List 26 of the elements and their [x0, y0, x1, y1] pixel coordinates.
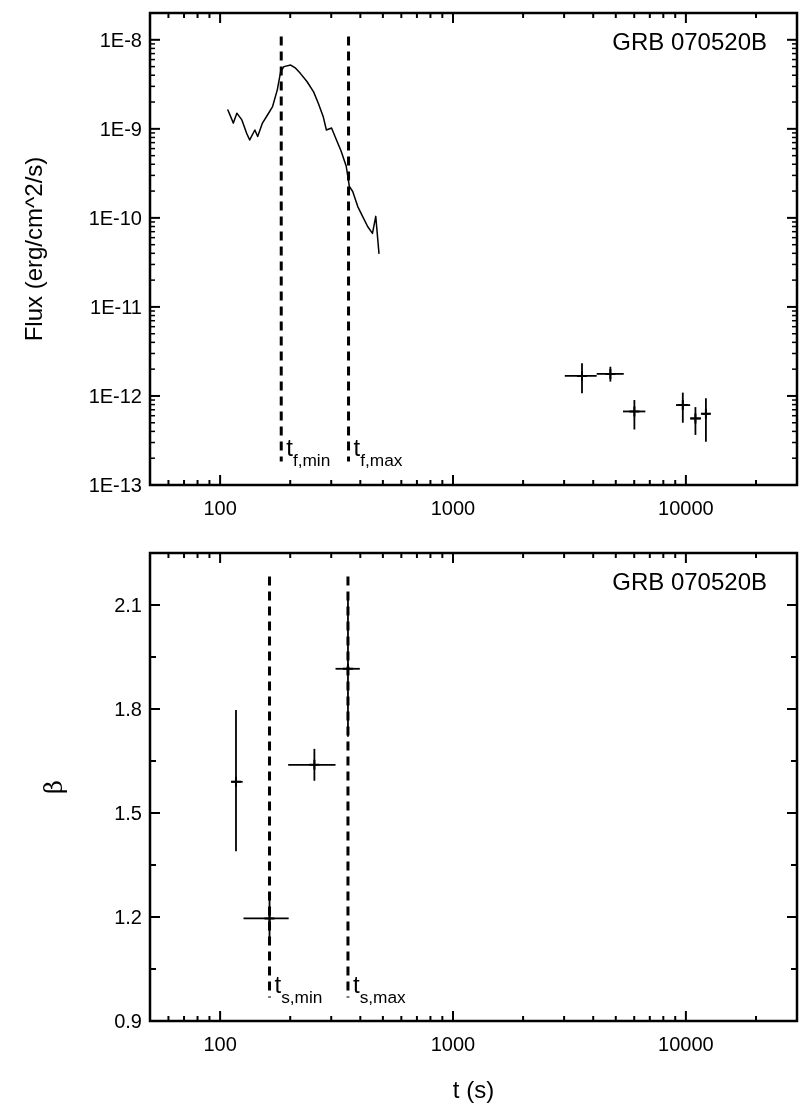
- x-tick-label: 100: [203, 497, 237, 519]
- y-tick-label: 1.2: [114, 906, 142, 928]
- y-tick-label: 1E-10: [88, 206, 142, 229]
- y-tick-label: 1E-13: [88, 474, 142, 496]
- annotation: GRB 070520B: [612, 568, 767, 595]
- x-tick-label: 1000: [430, 497, 476, 519]
- y-tick-label: 1.8: [114, 698, 142, 720]
- x-tick-label: 10000: [658, 497, 714, 519]
- y-axis-title: Flux (erg/cm^2/s): [20, 156, 47, 342]
- ref-line-label: t$_{s,max}$: [352, 970, 407, 1007]
- y-tick-label: 0.9: [114, 1010, 142, 1032]
- ref-line-label: t$_{s,min}$: [274, 970, 323, 1007]
- y-tick-label: 1E-12: [88, 384, 142, 407]
- y-axis-title: β: [40, 780, 68, 794]
- y-tick-label: 1E-8: [99, 28, 142, 51]
- ref-line-label: t$_{f,max}$: [353, 434, 403, 471]
- y-tick-label: 1E-11: [90, 295, 142, 318]
- annotation: GRB 070520B: [612, 28, 767, 55]
- y-tick-label: 1E-9: [99, 117, 142, 140]
- y-tick-label: 2.1: [114, 594, 142, 616]
- y-tick-label: 1.5: [114, 802, 142, 824]
- x-tick-label: 100: [203, 1033, 237, 1055]
- x-tick-label: 1000: [430, 1033, 476, 1055]
- x-axis-title: t (s): [452, 1076, 495, 1103]
- x-tick-label: 10000: [658, 1033, 714, 1055]
- ref-line-label: t$_{f,min}$: [286, 434, 331, 471]
